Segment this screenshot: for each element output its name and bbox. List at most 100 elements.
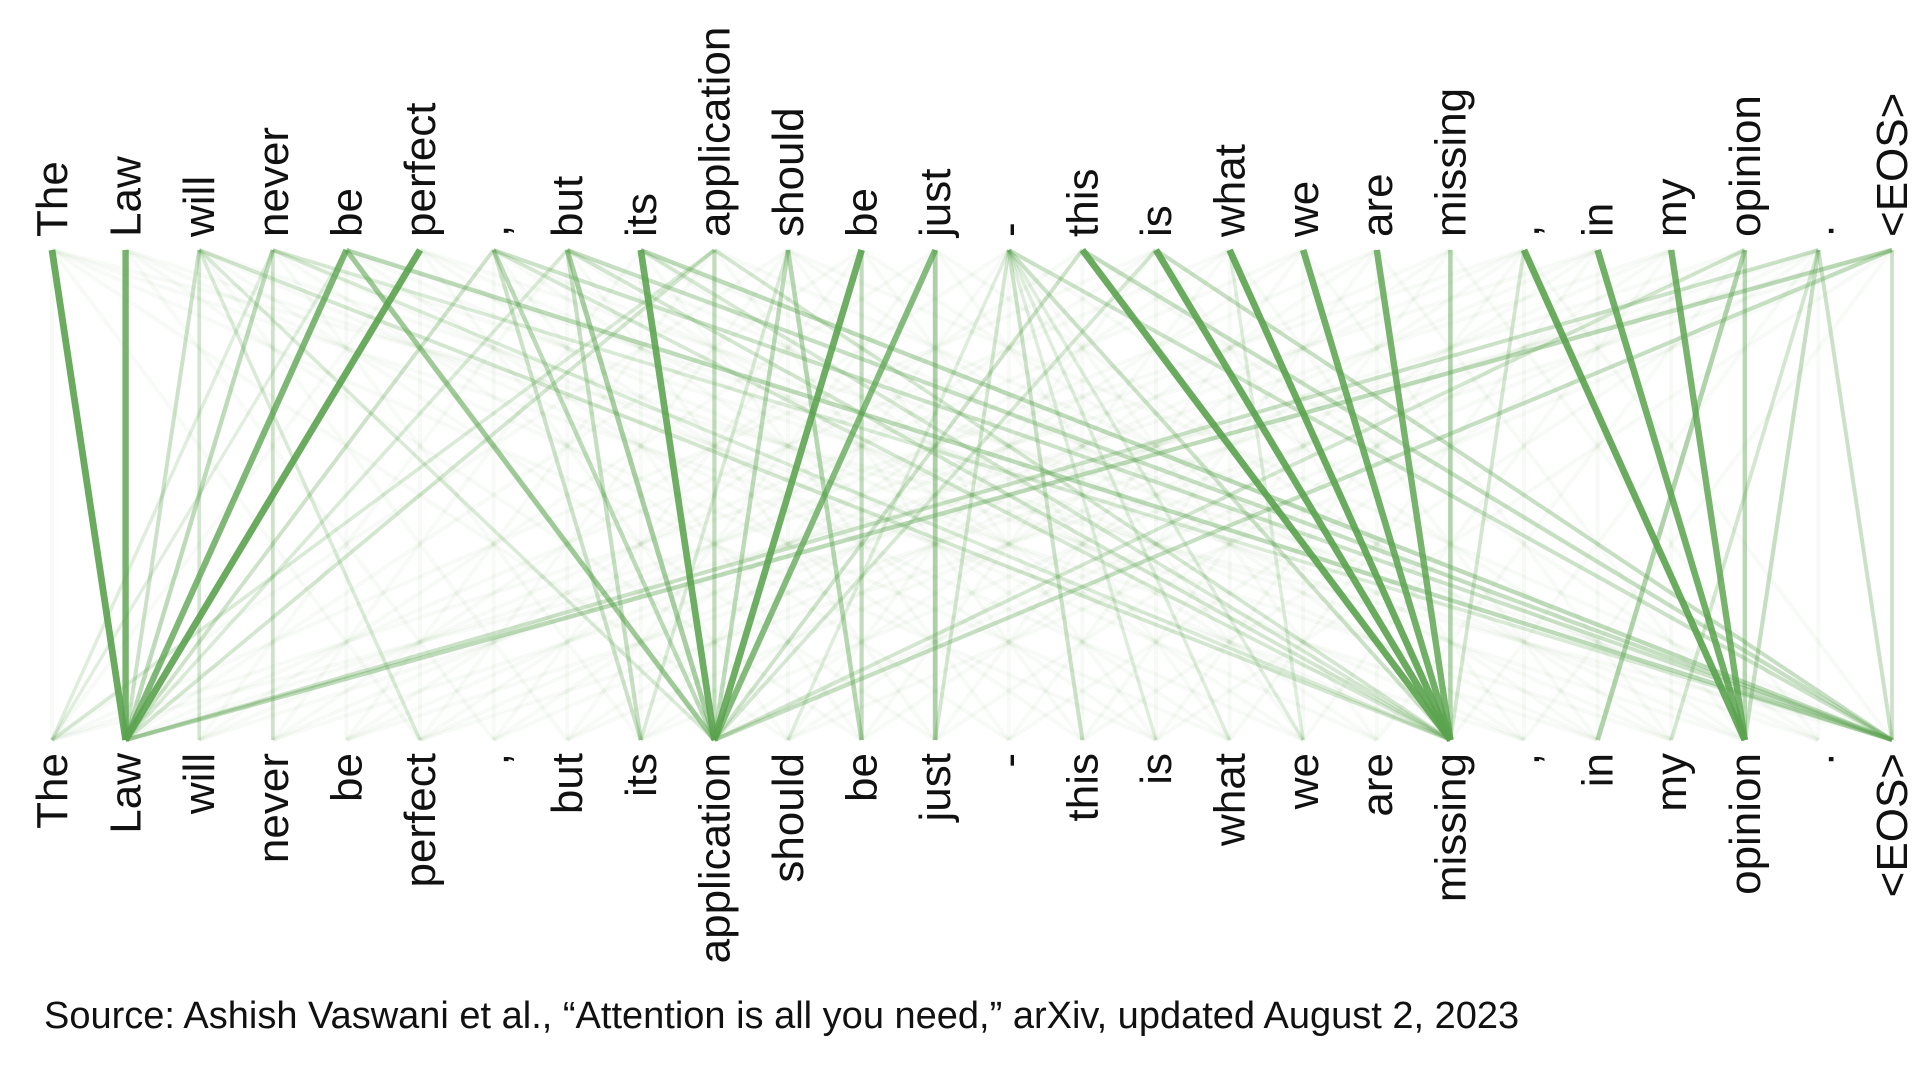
bottom-token: missing — [1426, 753, 1475, 902]
source-caption: Source: Ashish Vaswani et al., “Attentio… — [44, 995, 1520, 1037]
attention-line-faint — [1375, 248, 1747, 742]
bottom-token: be — [322, 753, 371, 802]
top-token-row: The Law will never be perfect, but its applicati… — [28, 27, 1917, 239]
attention-line-faint — [51, 248, 1157, 742]
attention-line — [1007, 248, 1452, 742]
attention-line — [272, 248, 1893, 742]
attention-line — [197, 249, 422, 741]
attention-line-faint — [345, 248, 1084, 742]
attention-line-faint — [639, 248, 1378, 742]
attention-line-faint — [786, 248, 1158, 742]
top-token: be — [838, 188, 887, 237]
attention-line — [491, 249, 717, 741]
bottom-token: this — [1058, 753, 1107, 821]
attention-line-faint — [1301, 248, 1673, 742]
attention-line — [492, 248, 1452, 742]
attention-line — [1226, 248, 1454, 742]
attention-line — [713, 248, 1893, 742]
attention-line — [711, 249, 865, 741]
bottom-token: The — [28, 753, 77, 829]
attention-line — [1154, 248, 1894, 742]
attention-line-faint — [345, 248, 1820, 742]
top-token: just — [911, 169, 960, 239]
attention-line-faint — [419, 248, 1525, 742]
attention-line-faint — [566, 248, 1673, 742]
attention-line-faint — [198, 248, 937, 742]
top-token: The — [28, 161, 77, 237]
attention-line-faint — [197, 248, 569, 742]
attention-line-faint — [860, 248, 1599, 742]
attention-line — [124, 248, 716, 742]
attention-line-faint — [419, 248, 1893, 742]
attention-line — [1300, 249, 1454, 741]
attention-line — [1668, 249, 1748, 741]
top-token: - — [985, 222, 1034, 237]
top-token: , — [1500, 225, 1549, 237]
attention-line-faint — [51, 248, 1157, 742]
attention-line — [198, 248, 1452, 742]
bottom-token: its — [617, 753, 666, 797]
attention-line-faint — [492, 248, 1231, 742]
attention-line-faint — [345, 248, 1452, 742]
attention-line — [713, 248, 1158, 742]
top-token: <EOS> — [1868, 93, 1917, 237]
attention-line — [1520, 248, 1748, 742]
attention-line — [713, 248, 1746, 742]
attention-line — [639, 247, 1893, 743]
attention-line — [1594, 249, 1748, 741]
bottom-token: should — [764, 753, 813, 883]
top-token: in — [1574, 203, 1623, 237]
attention-line — [566, 248, 1452, 742]
attention-line — [1448, 249, 1526, 741]
top-token: what — [1206, 144, 1255, 238]
attention-line-faint — [124, 248, 496, 742]
bottom-token: we — [1279, 753, 1328, 810]
top-token: this — [1058, 169, 1107, 237]
attention-line — [637, 249, 718, 741]
attention-line-faint — [419, 248, 1525, 742]
attention-line-faint — [566, 248, 1305, 742]
attention-line — [712, 249, 791, 741]
attention-line — [566, 248, 1893, 742]
attention-line — [50, 249, 348, 741]
attention-line — [1595, 249, 1748, 741]
top-token: its — [617, 193, 666, 237]
top-token: but — [543, 176, 592, 237]
bottom-token: will — [175, 753, 224, 815]
attention-line — [50, 249, 275, 741]
bottom-token: application — [690, 753, 739, 963]
top-token: we — [1279, 181, 1328, 238]
top-token: is — [1132, 205, 1181, 237]
bottom-token: just — [911, 753, 960, 823]
bottom-token: is — [1132, 753, 1181, 785]
attention-line-faint — [933, 248, 1305, 742]
attention-line — [1153, 248, 1454, 742]
attention-line — [344, 248, 717, 742]
attention-line — [125, 248, 1819, 742]
attention-line — [125, 247, 1893, 743]
attention-line-faint — [1007, 248, 1379, 742]
attention-line-faint — [271, 248, 643, 742]
attention-line-faint — [712, 248, 1084, 742]
attention-line-faint — [712, 248, 1084, 742]
attention-line — [124, 248, 569, 742]
attention-line-faint — [198, 248, 1305, 742]
attention-line-faint — [1007, 248, 1379, 742]
attention-line-faint — [860, 248, 1599, 742]
attention-line — [197, 248, 716, 742]
attention-line — [1007, 249, 1232, 741]
attention-line-faint — [272, 248, 1746, 742]
top-token: missing — [1426, 88, 1475, 237]
attention-line — [123, 249, 275, 741]
attention-line — [1669, 249, 1821, 741]
top-token: are — [1353, 173, 1402, 237]
attention-line-faint — [1081, 248, 1820, 742]
attention-line-faint — [860, 248, 1232, 742]
bottom-token-row: The Law will never be perfect, but its applicati… — [28, 753, 1917, 964]
attention-line — [639, 248, 1452, 742]
attention-line-faint — [197, 248, 569, 742]
attention-line — [1006, 249, 1085, 741]
bottom-token: in — [1574, 753, 1623, 787]
bottom-token: what — [1206, 753, 1255, 847]
attention-line — [711, 248, 938, 742]
